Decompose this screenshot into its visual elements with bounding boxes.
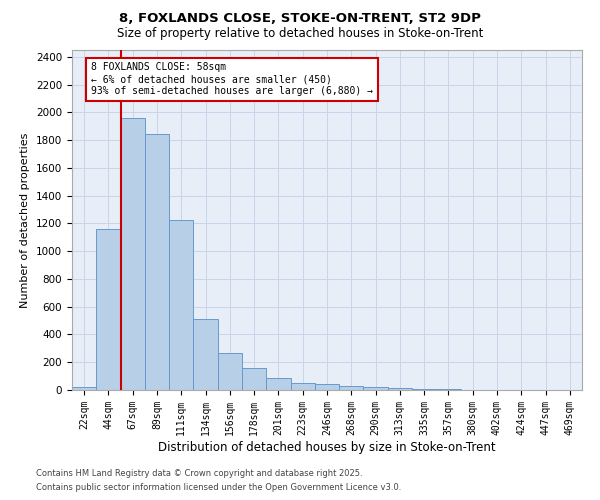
Bar	[193, 318, 218, 390]
Bar	[266, 378, 290, 390]
Text: Size of property relative to detached houses in Stoke-on-Trent: Size of property relative to detached ho…	[117, 28, 483, 40]
Bar	[72, 386, 96, 390]
Text: 8 FOXLANDS CLOSE: 58sqm
← 6% of detached houses are smaller (450)
93% of semi-de: 8 FOXLANDS CLOSE: 58sqm ← 6% of detached…	[91, 62, 373, 96]
Bar	[169, 220, 193, 390]
Bar	[121, 118, 145, 390]
Text: Contains HM Land Registry data © Crown copyright and database right 2025.: Contains HM Land Registry data © Crown c…	[36, 468, 362, 477]
Bar	[364, 387, 388, 390]
Text: Contains public sector information licensed under the Open Government Licence v3: Contains public sector information licen…	[36, 484, 401, 492]
Y-axis label: Number of detached properties: Number of detached properties	[20, 132, 31, 308]
Bar	[242, 368, 266, 390]
Bar	[315, 384, 339, 390]
Text: 8, FOXLANDS CLOSE, STOKE-ON-TRENT, ST2 9DP: 8, FOXLANDS CLOSE, STOKE-ON-TRENT, ST2 9…	[119, 12, 481, 26]
Bar	[339, 386, 364, 390]
Bar	[388, 388, 412, 390]
Bar	[145, 134, 169, 390]
X-axis label: Distribution of detached houses by size in Stoke-on-Trent: Distribution of detached houses by size …	[158, 440, 496, 454]
Bar	[218, 352, 242, 390]
Bar	[96, 229, 121, 390]
Bar	[290, 383, 315, 390]
